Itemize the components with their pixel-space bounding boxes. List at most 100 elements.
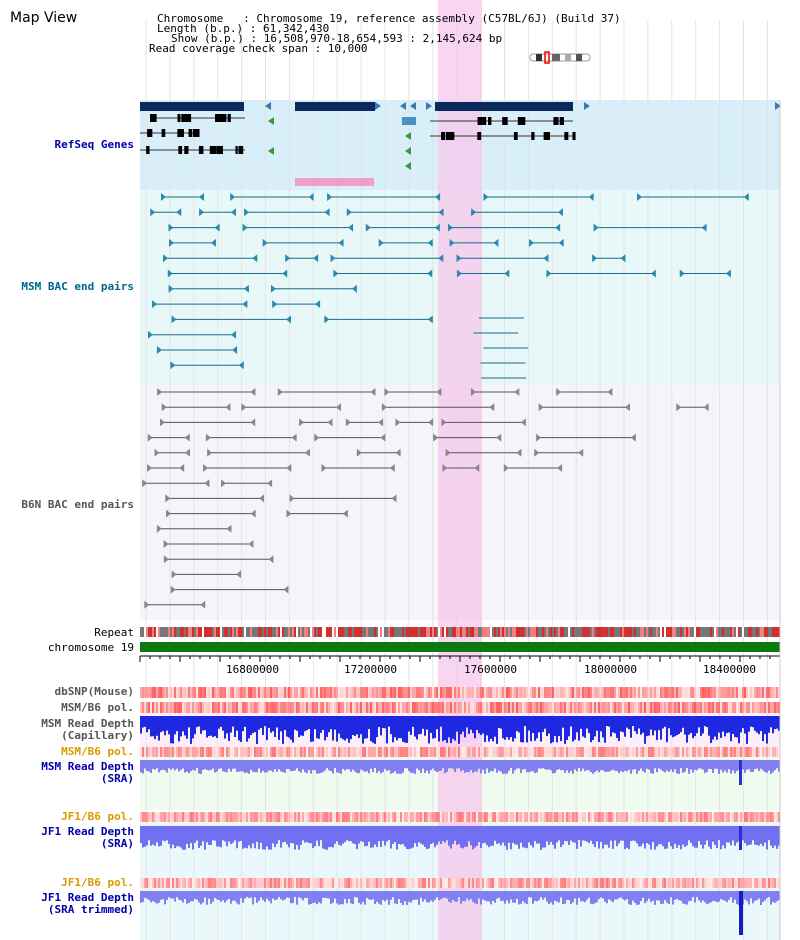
- track-label-msm-depth-cap[interactable]: MSM Read Depth: [41, 717, 134, 730]
- heat-cell: [140, 687, 142, 698]
- repeat-bar: [196, 627, 198, 637]
- heat-cell: [648, 702, 650, 713]
- repeat-bar: [218, 627, 220, 637]
- track-label-b6n-bac[interactable]: B6N BAC end pairs: [21, 498, 134, 511]
- depth-bar: [146, 891, 148, 899]
- heat-cell: [248, 687, 250, 698]
- depth-bar: [498, 760, 500, 771]
- heat-cell: [516, 687, 518, 698]
- depth-bar: [646, 891, 648, 902]
- heat-cell: [338, 687, 340, 698]
- repeat-bar: [774, 627, 776, 637]
- repeat-bar: [236, 627, 238, 637]
- heat-cell: [658, 878, 660, 888]
- heat-cell: [218, 747, 220, 757]
- heat-cell: [660, 702, 662, 713]
- heat-cell: [712, 812, 714, 822]
- heat-cell: [632, 812, 634, 822]
- heat-cell: [306, 812, 308, 822]
- depth-bar: [648, 891, 650, 899]
- heat-cell: [488, 702, 490, 713]
- depth-bar: [694, 760, 696, 770]
- heat-cell: [506, 878, 508, 888]
- heat-cell: [758, 878, 760, 888]
- track-label-refseq[interactable]: RefSeq Genes: [54, 138, 134, 151]
- depth-bar: [536, 716, 538, 739]
- heat-cell: [268, 878, 270, 888]
- track-label-jf1-b6-pol-2[interactable]: JF1/B6 pol.: [61, 876, 134, 889]
- depth-bar: [472, 760, 474, 773]
- depth-bar: [778, 716, 780, 731]
- track-label-jf1-trim[interactable]: JF1 Read Depth: [41, 891, 134, 904]
- heat-cell: [332, 702, 334, 713]
- heat-cell: [146, 878, 148, 888]
- track-label-jf1-depth[interactable]: JF1 Read Depth: [41, 825, 134, 838]
- depth-bar: [600, 760, 602, 771]
- depth-bar: [262, 891, 264, 901]
- depth-bar: [548, 716, 550, 734]
- depth-bar: [572, 760, 574, 774]
- heat-cell: [368, 878, 370, 888]
- depth-bar: [384, 760, 386, 769]
- depth-bar: [260, 891, 262, 898]
- repeat-bar: [734, 627, 736, 637]
- depth-bar: [534, 826, 536, 842]
- heat-cell: [514, 747, 516, 757]
- track-label-msm-b6-pol[interactable]: MSM/B6 pol.: [61, 701, 134, 714]
- exon: [146, 146, 150, 154]
- depth-bar: [196, 826, 198, 841]
- axis-tick-label: 17200000: [344, 663, 397, 676]
- heat-cell: [388, 687, 390, 698]
- heat-cell: [194, 702, 196, 713]
- depth-bar: [206, 891, 208, 905]
- depth-bar: [712, 891, 714, 902]
- depth-bar: [772, 826, 774, 849]
- track-label-msm-bac[interactable]: MSM BAC end pairs: [21, 280, 134, 293]
- heat-cell: [258, 702, 260, 713]
- heat-cell: [410, 747, 412, 757]
- bac-end: [489, 403, 495, 412]
- heat-cell: [326, 702, 328, 713]
- depth-bar: [498, 716, 500, 728]
- track-label-msm-b6-pol-2[interactable]: MSM/B6 pol.: [61, 745, 134, 758]
- heat-cell: [492, 702, 494, 713]
- depth-bar: [462, 716, 464, 732]
- depth-bar: [494, 826, 496, 841]
- heat-cell: [676, 702, 678, 713]
- repeat-bar: [630, 627, 632, 637]
- depth-bar: [730, 891, 732, 898]
- depth-bar: [610, 891, 612, 901]
- heat-cell: [572, 812, 574, 822]
- depth-bar: [728, 760, 730, 770]
- track-label-dbsnp[interactable]: dbSNP(Mouse): [54, 685, 134, 698]
- heat-cell: [372, 702, 374, 713]
- depth-bar: [194, 760, 196, 771]
- depth-bar: [328, 760, 330, 771]
- track-label-msm-depth-sra[interactable]: MSM Read Depth: [41, 760, 134, 773]
- track-label-repeat: Repeat: [94, 626, 134, 639]
- heat-cell: [250, 812, 252, 822]
- heat-cell: [376, 747, 378, 757]
- heat-cell: [168, 812, 170, 822]
- depth-bar: [588, 826, 590, 844]
- depth-bar: [574, 760, 576, 770]
- depth-bar: [274, 716, 276, 737]
- depth-bar: [348, 826, 350, 842]
- track-label-jf1-b6-pol[interactable]: JF1/B6 pol.: [61, 810, 134, 823]
- depth-bar: [324, 826, 326, 850]
- depth-bar: [400, 891, 402, 904]
- heat-cell: [282, 878, 284, 888]
- heat-cell: [150, 702, 152, 713]
- heat-cell: [544, 878, 546, 888]
- heat-cell: [516, 702, 518, 713]
- heat-cell: [768, 812, 770, 822]
- depth-bar: [220, 760, 222, 769]
- repeat-bar: [488, 627, 490, 637]
- repeat-bar: [232, 627, 234, 637]
- heat-cell: [714, 878, 716, 888]
- heat-cell: [572, 687, 574, 698]
- bac-end: [157, 388, 163, 396]
- heat-cell: [292, 812, 294, 822]
- repeat-bar: [264, 627, 266, 637]
